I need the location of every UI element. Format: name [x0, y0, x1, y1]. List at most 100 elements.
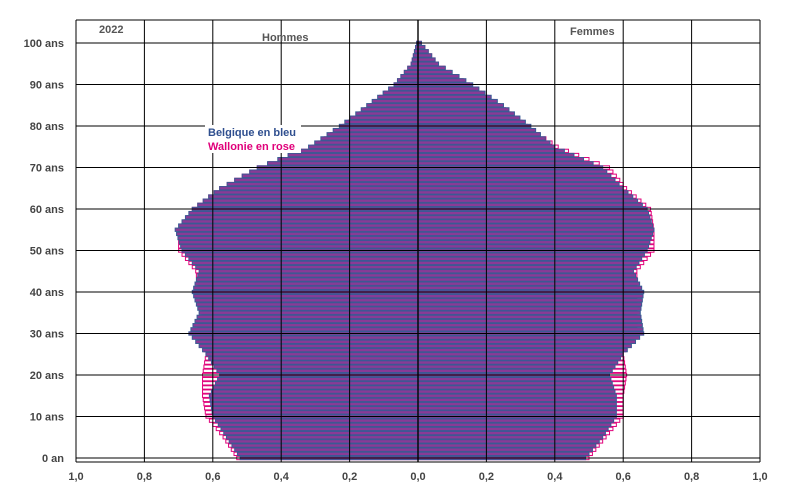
bar-belgique-hommes-age-83 [355, 111, 419, 116]
bar-belgique-hommes-age-84 [360, 107, 419, 112]
bar-belgique-femmes-age-58 [417, 215, 651, 220]
bar-belgique-hommes-age-39 [193, 293, 419, 299]
bar-belgique-hommes-age-87 [377, 94, 419, 100]
bar-belgique-hommes-age-5 [225, 435, 419, 440]
bar-belgique-femmes-age-49 [417, 252, 645, 257]
bar-belgique-hommes-age-86 [371, 98, 419, 104]
x-tick-label-3: 0,4 [274, 471, 290, 483]
bar-belgique-hommes-age-82 [349, 115, 419, 120]
bar-belgique-hommes-age-6 [223, 430, 419, 436]
bar-belgique-femmes-age-33 [417, 318, 643, 324]
bar-belgique-femmes-age-6 [417, 430, 606, 436]
bar-belgique-femmes-age-2 [417, 447, 593, 452]
x-tick-label-9: 0,8 [684, 471, 699, 483]
bar-belgique-femmes-age-16 [417, 389, 616, 394]
bar-belgique-femmes-age-55 [417, 227, 655, 232]
bar-belgique-hommes-age-89 [388, 86, 419, 91]
bar-belgique-femmes-age-34 [417, 314, 642, 320]
bar-belgique-femmes-age-51 [417, 244, 650, 249]
bar-belgique-hommes-age-19 [217, 376, 419, 382]
bar-belgique-hommes-age-35 [198, 310, 419, 315]
bar-belgique-hommes-age-25 [205, 352, 419, 357]
bar-belgique-femmes-age-46 [417, 264, 637, 270]
bar-belgique-femmes-age-11 [417, 410, 617, 415]
bar-belgique-hommes-age-58 [184, 215, 419, 220]
bar-belgique-femmes-age-1 [417, 451, 590, 457]
bar-belgique-hommes-age-17 [212, 385, 419, 390]
y-tick-label-6: 60 ans [30, 204, 64, 216]
bar-belgique-femmes-age-8 [417, 422, 612, 427]
bar-belgique-femmes-age-59 [417, 210, 650, 216]
x-tick-label-10: 1,0 [752, 471, 767, 483]
bar-belgique-femmes-age-87 [417, 94, 492, 100]
bar-belgique-hommes-age-15 [208, 393, 419, 398]
bar-belgique-femmes-age-54 [417, 231, 654, 237]
bar-belgique-hommes-age-73 [287, 152, 419, 158]
bar-belgique-hommes-age-47 [191, 260, 419, 266]
bar-belgique-femmes-age-95 [417, 61, 440, 66]
bar-belgique-femmes-age-31 [417, 327, 644, 332]
bar-belgique-hommes-age-29 [191, 335, 419, 340]
legend-box [205, 125, 301, 153]
bar-belgique-femmes-age-61 [417, 202, 643, 208]
bar-belgique-femmes-age-26 [417, 347, 628, 353]
bar-belgique-hommes-age-96 [411, 57, 419, 62]
bar-belgique-femmes-age-93 [417, 69, 453, 75]
bar-belgique-hommes-age-31 [190, 327, 419, 332]
bar-belgique-hommes-age-68 [241, 173, 419, 178]
y-tick-label-7: 70 ans [30, 163, 64, 175]
bar-belgique-femmes-age-39 [417, 293, 644, 299]
bar-belgique-femmes-age-98 [417, 49, 429, 54]
bar-belgique-hommes-age-75 [308, 144, 419, 149]
bar-belgique-femmes-age-91 [417, 78, 467, 83]
bar-belgique-hommes-age-69 [249, 169, 419, 174]
bar-belgique-femmes-age-65 [417, 186, 624, 191]
bar-belgique-hommes-age-21 [216, 368, 419, 374]
bar-belgique-hommes-age-23 [210, 360, 419, 365]
bar-belgique-hommes-age-52 [178, 240, 419, 245]
bar-belgique-hommes-age-42 [194, 281, 419, 286]
bar-belgique-femmes-age-45 [417, 269, 634, 274]
bar-belgique-hommes-age-44 [197, 273, 419, 278]
bar-belgique-femmes-age-35 [417, 310, 641, 315]
bar-belgique-femmes-age-41 [417, 285, 643, 291]
bar-belgique-femmes-age-44 [417, 273, 637, 278]
x-tick-label-8: 0,6 [616, 471, 631, 483]
bar-belgique-femmes-age-96 [417, 57, 436, 62]
bar-belgique-femmes-age-88 [417, 90, 486, 95]
bar-belgique-femmes-age-23 [417, 360, 619, 365]
bar-belgique-femmes-age-22 [417, 364, 616, 369]
bar-belgique-hommes-age-49 [184, 252, 419, 257]
bar-belgique-femmes-age-72 [417, 157, 585, 162]
bar-belgique-hommes-age-22 [213, 364, 419, 369]
bar-belgique-femmes-age-67 [417, 177, 616, 183]
bar-belgique-hommes-age-11 [211, 410, 419, 415]
bar-belgique-hommes-age-18 [215, 381, 419, 386]
bar-belgique-hommes-age-59 [188, 210, 419, 216]
bar-belgique-hommes-age-56 [178, 223, 419, 228]
bar-belgique-hommes-age-77 [320, 136, 419, 141]
bar-belgique-hommes-age-53 [177, 235, 419, 241]
bar-belgique-hommes-age-46 [195, 264, 419, 270]
bar-belgique-femmes-age-82 [417, 115, 521, 120]
bar-belgique-hommes-age-43 [195, 277, 419, 282]
bar-belgique-femmes-age-42 [417, 281, 641, 286]
bar-belgique-femmes-age-5 [417, 435, 604, 440]
bar-belgique-femmes-age-64 [417, 190, 629, 195]
bar-belgique-femmes-age-12 [417, 406, 617, 411]
bar-belgique-hommes-age-26 [202, 347, 419, 353]
grid-layer [75, 19, 761, 463]
bar-belgique-hommes-age-13 [210, 401, 419, 407]
bar-belgique-femmes-age-84 [417, 107, 510, 112]
x-tick-label-7: 0,4 [547, 471, 563, 483]
y-tick-label-0: 0 an [42, 453, 64, 465]
y-tick-label-8: 80 ans [30, 121, 64, 133]
bar-belgique-femmes-age-36 [417, 306, 642, 311]
bar-belgique-femmes-age-94 [417, 65, 446, 71]
bar-belgique-femmes-age-38 [417, 298, 643, 303]
bar-belgique-hommes-age-45 [198, 269, 419, 274]
bar-belgique-hommes-age-67 [234, 177, 419, 183]
y-tick-label-3: 30 ans [30, 329, 64, 341]
bar-belgique-hommes-age-27 [198, 343, 419, 349]
y-tick-label-5: 50 ans [30, 246, 64, 258]
